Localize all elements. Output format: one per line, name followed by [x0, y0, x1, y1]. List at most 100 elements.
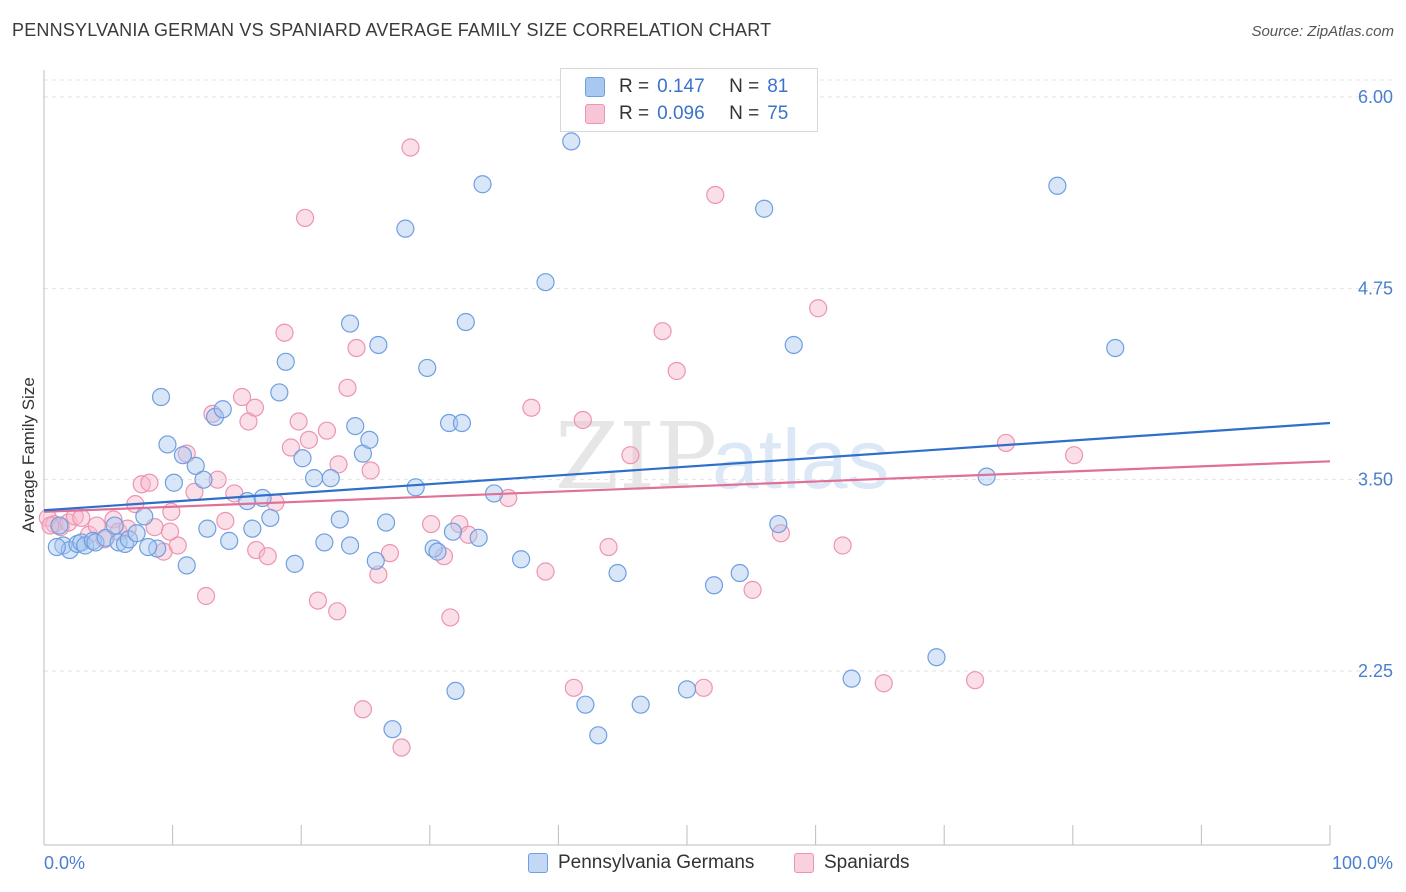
spaniards-point [667, 361, 686, 381]
spaniards-point [245, 398, 265, 417]
pennsylvania-germans-point [977, 467, 996, 486]
chart-source: Source: ZipAtlas.com [1251, 23, 1394, 40]
pennsylvania-germans-point [127, 524, 146, 543]
series-legend-label: Spaniards [824, 852, 910, 873]
spaniards-point [168, 536, 187, 555]
pennsylvania-germans-point [562, 132, 581, 151]
series-legend-pennsylvania-germans: Pennsylvania Germans [528, 852, 754, 874]
pennsylvania-germans-point [396, 219, 415, 238]
pennsylvania-germans-point [428, 542, 447, 561]
pennsylvania-germans-point [220, 531, 239, 550]
pennsylvania-germans-point [346, 416, 365, 436]
pennsylvania-germans-point [631, 695, 650, 714]
spaniards-point [392, 738, 411, 757]
spaniards-point [295, 208, 315, 228]
series-legend-label: Pennsylvania Germans [558, 852, 755, 873]
pennsylvania-germans-point [340, 314, 360, 333]
pennsylvania-germans-point [704, 576, 724, 595]
y-tick-label: 4.75 [1358, 278, 1393, 298]
spaniards-point [353, 700, 373, 719]
pennsylvania-germans-point [158, 435, 177, 454]
pennsylvania-germans-point [608, 563, 627, 583]
pennsylvania-germans-point [340, 536, 360, 555]
spaniards-point [965, 671, 985, 690]
spaniards-point [361, 461, 380, 480]
legend-r-label: R = [619, 76, 650, 97]
pennsylvania-germans-point [139, 537, 158, 557]
pennsylvania-germans-point [194, 470, 213, 489]
legend-row-spaniards: R = 0.096 N = 75 [585, 101, 788, 127]
spaniards-point [369, 565, 388, 584]
spaniards-point [1064, 446, 1084, 465]
pennsylvania-germans-point [589, 726, 608, 745]
legend-n-value: 81 [767, 76, 789, 97]
spaniards-point [809, 299, 828, 318]
legend-n-label: N = [729, 76, 760, 97]
pennsylvania-germans-point [418, 358, 437, 378]
pennsylvania-germans-point [86, 533, 105, 552]
pennsylvania-germans-point [213, 400, 232, 419]
legend-n-value: 75 [767, 103, 789, 124]
chart-title: PENNSYLVANIA GERMAN VS SPANIARD AVERAGE … [12, 20, 772, 40]
spaniards-point [140, 473, 159, 492]
pennsylvania-germans-point [383, 720, 402, 739]
pennsylvania-germans-point [439, 413, 459, 433]
correlation-legend: R = 0.147 N = 81 R = 0.096 N = 75 [560, 68, 818, 132]
pennsylvania-germans-point [243, 519, 262, 538]
spaniards-point [317, 421, 337, 440]
pennsylvania-germans-point [330, 510, 349, 529]
spaniards-point [434, 547, 454, 566]
x-tick-label: 100.0% [1332, 853, 1393, 873]
pennsylvania-germans-point [473, 175, 492, 194]
pennsylvania-germans-point [784, 335, 803, 355]
pennsylvania-germans-point [186, 456, 205, 475]
legend-r-value: 0.147 [657, 76, 705, 97]
spaniards-point [299, 430, 319, 449]
spaniards-point [706, 185, 725, 205]
spaniards-point [196, 586, 216, 606]
spaniards-point [160, 522, 180, 541]
spaniards-point [275, 323, 294, 342]
pennsylvania-germans-point [164, 473, 183, 492]
pennsylvania-germans-point [261, 508, 280, 528]
pennsylvania-germans-point [47, 537, 66, 557]
spaniards-point [132, 475, 151, 494]
pennsylvania-germans-point [293, 449, 312, 468]
legend-n-label: N = [729, 103, 760, 124]
spaniards-point [289, 412, 308, 431]
pennsylvania-germans-point [755, 199, 774, 218]
spaniards-point [247, 540, 266, 560]
spaniards-point [401, 138, 420, 157]
pennsylvania-germans-point [456, 312, 475, 332]
spaniards-point [281, 438, 301, 457]
pennsylvania-germans-point [769, 514, 788, 534]
pennsylvania-germans-point [1106, 338, 1125, 358]
spaniards-point [258, 547, 277, 566]
spaniards-points [38, 138, 1084, 757]
pennsylvania-germans-point [315, 533, 334, 552]
spaniards-point [216, 511, 235, 531]
watermark-zip: ZIP [555, 403, 717, 510]
spaniards-point [874, 674, 893, 693]
series-swatch-blue [528, 853, 548, 873]
y-tick-label: 2.25 [1358, 661, 1393, 681]
pennsylvania-germans-point [135, 507, 154, 526]
pennsylvania-germans-point [443, 522, 463, 541]
spaniards-point [72, 508, 91, 528]
spaniards-point [522, 398, 541, 417]
pennsylvania-germans-point [469, 528, 488, 547]
spaniards-point [621, 446, 640, 465]
pennsylvania-germans-points [47, 132, 1125, 745]
pennsylvania-germans-point [148, 539, 167, 558]
spaniards-point [996, 433, 1016, 453]
legend-r-value: 0.096 [657, 103, 705, 124]
pennsylvania-germans-point [927, 648, 946, 667]
pennsylvania-germans-point [173, 446, 192, 465]
y-tick-label: 6.00 [1358, 87, 1393, 107]
pennsylvania-germans-point [177, 556, 196, 575]
spaniards-point [380, 544, 400, 563]
spaniards-point [329, 455, 348, 474]
spaniards-point [833, 536, 852, 555]
spaniards-trend-line [43, 460, 1331, 513]
legend-swatch-pink [585, 104, 605, 124]
